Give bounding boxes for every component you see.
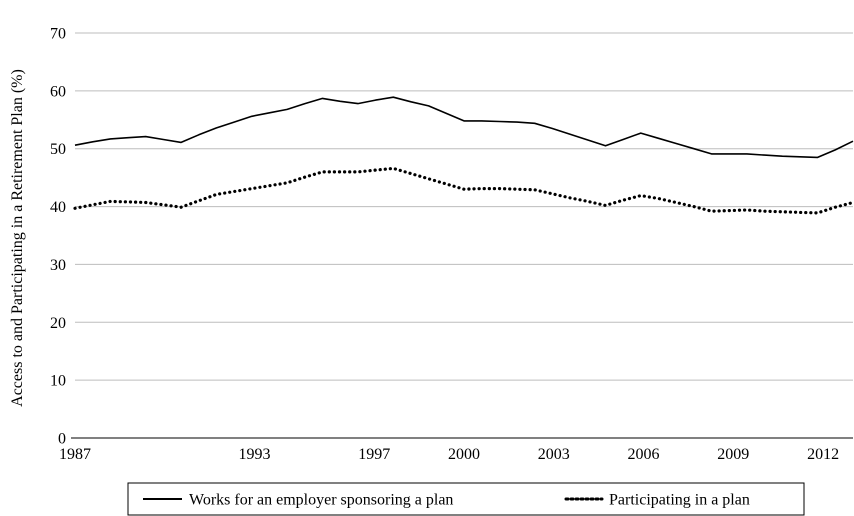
y-tick-10: 10 xyxy=(50,373,66,390)
x-tick-2006: 2006 xyxy=(628,446,660,463)
y-tick-60: 60 xyxy=(50,83,66,100)
x-tick-2000: 2000 xyxy=(448,446,480,463)
series-line-employer-sponsoring-plan xyxy=(74,96,854,159)
series-lines xyxy=(73,96,854,215)
legend-label-participating: Participating in a plan xyxy=(609,492,750,509)
legend-box xyxy=(127,482,805,516)
y-tick-40: 40 xyxy=(50,199,66,216)
legend-label-employer-plan: Works for an employer sponsoring a plan xyxy=(189,492,453,509)
gridlines xyxy=(75,32,853,381)
x-tick-2009: 2009 xyxy=(717,446,749,463)
y-tick-50: 50 xyxy=(50,141,66,158)
y-tick-20: 20 xyxy=(50,315,66,332)
x-tick-1997: 1997 xyxy=(358,446,390,463)
y-tick-0: 0 xyxy=(58,431,66,448)
y-tick-labels: 0 10 20 30 40 50 60 70 xyxy=(50,26,66,448)
x-tick-1987: 1987 xyxy=(59,446,91,463)
x-tick-2003: 2003 xyxy=(538,446,570,463)
series-line-participating-in-plan xyxy=(73,166,854,215)
y-tick-70: 70 xyxy=(50,26,66,43)
legend: Works for an employer sponsoring a plan … xyxy=(127,482,805,516)
y-axis-title: Access to and Participating in a Retirem… xyxy=(9,69,26,407)
x-tick-labels: 1987 1993 1997 2000 2003 2006 2009 2012 xyxy=(59,446,839,463)
x-tick-1993: 1993 xyxy=(239,446,271,463)
y-tick-30: 30 xyxy=(50,257,66,274)
x-tick-2012: 2012 xyxy=(807,446,839,463)
